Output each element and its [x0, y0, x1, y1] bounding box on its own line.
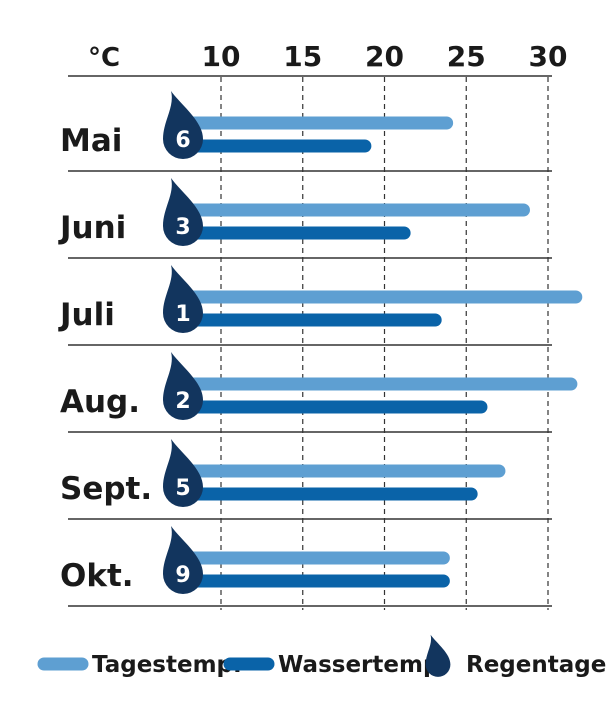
- rain-days-value: 1: [175, 302, 190, 327]
- month-label: Aug.: [60, 384, 140, 420]
- row-4: Sept. 5: [60, 439, 552, 520]
- month-label: Mai: [60, 123, 122, 159]
- tick-label: 30: [529, 40, 568, 73]
- raindrop-icon: [163, 526, 203, 594]
- month-label: Juli: [58, 297, 115, 333]
- raindrop-icon: [163, 178, 203, 246]
- tick-label: 10: [202, 40, 241, 73]
- rain-days-value: 5: [175, 476, 190, 501]
- grid: [68, 75, 552, 610]
- tick-label: 25: [447, 40, 486, 73]
- month-label: Okt.: [60, 558, 134, 594]
- x-axis: °C 10 15 20 25 30: [88, 40, 567, 73]
- unit-label: °C: [88, 43, 120, 73]
- legend-raindrop-icon: [425, 634, 451, 677]
- rain-days-value: 3: [175, 215, 190, 240]
- row-1: Juni 3: [58, 178, 552, 259]
- row-2: Juli 1: [58, 265, 583, 346]
- raindrop-icon: [163, 265, 203, 333]
- rows: Mai 6 Juni 3 Juli 1 Aug. 2 Sept. 5 Okt. 9: [58, 91, 583, 607]
- month-label: Juni: [58, 210, 126, 246]
- row-5: Okt. 9: [60, 526, 552, 607]
- row-0: Mai 6: [60, 91, 552, 172]
- raindrop-icon: [163, 91, 203, 159]
- raindrop-icon: [163, 352, 203, 420]
- tick-label: 20: [365, 40, 404, 73]
- legend: Tagestemp. Wassertemp. Regentage: [37, 634, 606, 678]
- tick-label: 15: [283, 40, 322, 73]
- rain-days-value: 6: [175, 128, 190, 153]
- legend-label-tagestemp: Tagestemp.: [92, 652, 242, 678]
- legend-label-regentage: Regentage: [466, 652, 606, 678]
- rain-days-value: 9: [175, 563, 190, 588]
- raindrop-icon: [163, 439, 203, 507]
- legend-label-wassertemp: Wassertemp.: [278, 652, 448, 678]
- row-3: Aug. 2: [60, 352, 578, 433]
- rain-days-value: 2: [175, 389, 190, 414]
- month-label: Sept.: [60, 471, 152, 507]
